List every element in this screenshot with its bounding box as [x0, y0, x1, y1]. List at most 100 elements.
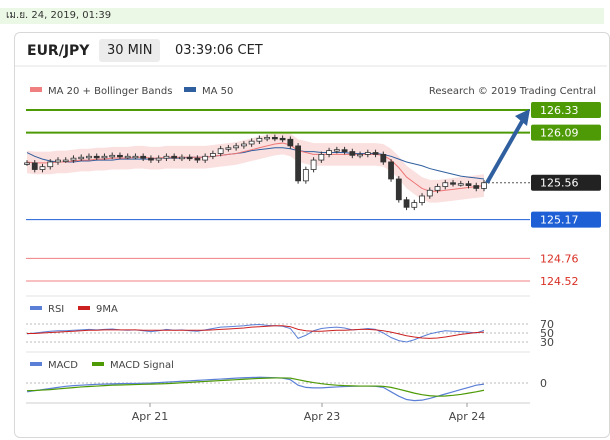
rsi-tick-30: 30 [540, 336, 554, 349]
candle-body [62, 159, 69, 162]
ma50-legend-label: MA 50 [202, 86, 233, 97]
candle-body [465, 183, 472, 186]
current-date: เม.ย. 24, 2019, 01:39 [6, 10, 112, 21]
candle-body [264, 136, 271, 140]
candle-body [419, 195, 425, 203]
candle-body [47, 161, 54, 168]
candle-body [202, 155, 209, 161]
level-label-124.76: 124.76 [540, 252, 579, 265]
price-panel: 126.33 126.09 125.56 125.17 124.76 124.52 [24, 102, 601, 288]
candle-body [341, 149, 348, 152]
x-tick-label: Apr 21 [132, 410, 169, 423]
candle-body [287, 138, 294, 147]
credit-text: Research © 2019 Trading Central [429, 86, 596, 97]
candle-body [279, 137, 286, 141]
candle-body [24, 162, 30, 165]
candle-body [179, 156, 185, 160]
candle-body [411, 202, 418, 208]
candle-body [450, 182, 456, 185]
macd-legend-label: MACD [48, 360, 78, 371]
candle-body [140, 155, 147, 159]
candle-body [295, 145, 302, 182]
level-tag-125.56 [531, 174, 601, 191]
ma20-legend-label: MA 20 + Bollinger Bands [48, 86, 172, 97]
chart-time: 03:39:06 CET [175, 43, 263, 58]
ma50-line [26, 147, 485, 180]
candle-body [457, 183, 464, 186]
rsi-ma-legend-swatch [78, 306, 90, 310]
candle-body [209, 153, 216, 157]
macd-tick-0: 0 [540, 377, 547, 390]
signal-legend-swatch [92, 362, 104, 366]
candle-body [302, 169, 309, 182]
candle-body [310, 159, 317, 170]
candle-body [442, 182, 449, 187]
level-label-125.56: 125.56 [540, 177, 579, 190]
level-tag-125.17 [531, 211, 601, 228]
ma50-legend-swatch [184, 87, 196, 92]
level-label-125.17: 125.17 [540, 214, 579, 227]
candle-body [194, 157, 201, 161]
candle-body [333, 149, 340, 152]
candle-body [426, 189, 433, 197]
projection-arrow [485, 117, 526, 184]
macd-line [26, 376, 485, 402]
candle-body [380, 154, 387, 163]
candle-body [124, 155, 131, 159]
rsi-ma-legend-label: 9MA [96, 304, 118, 315]
candle-body [39, 166, 46, 170]
ma20-line [26, 142, 485, 192]
candle-body [403, 199, 410, 208]
candle-body [434, 186, 441, 191]
candle-body [372, 152, 379, 155]
x-axis: Apr 21 Apr 23 Apr 24 [132, 403, 486, 423]
candle-body [148, 157, 154, 161]
candle-body [233, 145, 240, 149]
candle-body [248, 140, 255, 145]
candle-body [217, 148, 224, 154]
candle-body [109, 154, 116, 158]
level-label-124.52: 124.52 [540, 275, 579, 288]
rsi-ma-line [27, 325, 485, 339]
candle-body [357, 154, 363, 157]
x-tick-label: Apr 23 [304, 410, 341, 423]
rsi-tick-70: 70 [540, 318, 554, 331]
candle-body [395, 178, 402, 201]
ma20-legend-swatch [30, 87, 42, 92]
candle-body [31, 162, 38, 170]
candle-body [155, 157, 162, 161]
candle-body [163, 155, 170, 159]
level-label-126.33: 126.33 [540, 104, 579, 117]
candle-body [55, 159, 61, 163]
currency-pair: EUR/JPY [27, 43, 90, 59]
timeframe-badge[interactable]: 30 MIN [99, 39, 161, 62]
candle-body [186, 156, 193, 160]
level-tag-126.33 [531, 102, 601, 118]
candle-body [473, 185, 480, 189]
candle-body [240, 143, 247, 147]
candle-body [225, 147, 232, 150]
candle-body [481, 182, 487, 189]
x-tick-label: Apr 24 [449, 410, 486, 423]
candle-body [271, 136, 278, 140]
macd-legend-swatch [30, 362, 42, 366]
candle-body [388, 161, 394, 180]
macd-signal-line [26, 377, 485, 397]
candle-body [86, 155, 92, 159]
projection-arrowhead [515, 109, 530, 126]
candle-body [101, 155, 108, 159]
candle-body [70, 157, 77, 161]
candle-body [364, 152, 371, 155]
candle-body [326, 150, 332, 155]
date-bar: เม.ย. 24, 2019, 01:39 [0, 8, 604, 24]
chart-card: EUR/JPY 30 MIN 03:39:06 CET [14, 32, 610, 438]
candle-body [93, 155, 100, 159]
macd-panel: 0 [26, 376, 547, 402]
level-tag-126.09 [531, 124, 601, 141]
chart-header: EUR/JPY 30 MIN 03:39:06 CET [15, 33, 609, 71]
candle-body [318, 154, 325, 161]
candle-body [171, 155, 178, 159]
rsi-legend-swatch [30, 306, 42, 310]
